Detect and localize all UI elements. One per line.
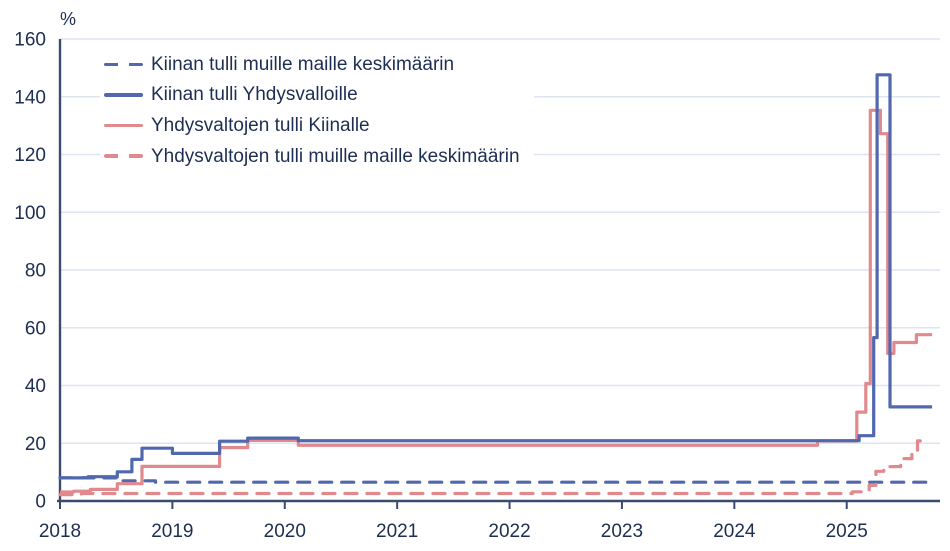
legend-item-china-tariff-us: Kiinan tulli Yhdysvalloille [104,80,520,111]
y-tick-label-60: 60 [25,318,46,339]
y-tick-label-20: 20 [25,434,46,455]
y-tick-label-40: 40 [25,376,46,397]
series-path-us-tariff-row-avg [58,439,927,497]
legend-label: Yhdysvaltojen tulli Kiinalle [151,114,370,136]
x-tick-label-2021: 2021 [376,521,418,542]
y-tick-label-0: 0 [35,492,46,513]
series-path-china-tariff-us [60,73,933,480]
legend-swatch-dashed-china-tariff-row-avg [104,62,143,67]
y-tick-label-120: 120 [14,145,46,166]
legend-swatch-solid-us-tariff-china [104,123,143,128]
legend-item-china-tariff-row-avg: Kiinan tulli muille maille keskimäärin [104,49,520,80]
y-tick-label-140: 140 [14,87,46,108]
gridlines [60,38,940,445]
x-tick-label-2019: 2019 [151,521,193,542]
x-tick-label-2024: 2024 [713,521,756,542]
data-series [58,73,936,497]
x-tick-label-2023: 2023 [601,521,643,542]
x-tick-label-2018: 2018 [39,521,81,542]
x-tick-label-2020: 2020 [264,521,306,542]
legend-item-us-tariff-row-avg: Yhdysvaltojen tulli muille maille keskim… [104,141,520,172]
y-tick-label-100: 100 [14,203,46,224]
legend-swatch-dashed-us-tariff-row-avg [104,154,143,158]
y-axis-unit-label: % [60,9,76,29]
legend-swatch-solid-china-tariff-us [104,93,143,97]
x-tick-label-2025: 2025 [826,521,868,542]
chart-legend: Kiinan tulli muille maille keskimäärin Ki… [100,47,534,176]
legend-item-us-tariff-china: Yhdysvaltojen tulli Kiinalle [104,110,520,141]
y-tick-label-160: 160 [14,30,46,51]
x-tick-label-2022: 2022 [488,521,530,542]
axes [57,39,940,509]
y-tick-label-80: 80 [25,261,46,282]
series-path-china-tariff-row-avg [58,476,936,484]
legend-label: Kiinan tulli muille maille keskimäärin [151,53,455,75]
series-path-us-tariff-china [60,108,933,494]
legend-label: Kiinan tulli Yhdysvalloille [151,84,358,106]
axis-labels: 0 20 40 60 80 100 120 140 160 2018 2019 2020 2021 202… [14,30,868,543]
legend-label: Yhdysvaltojen tulli muille maille keskim… [151,145,520,167]
